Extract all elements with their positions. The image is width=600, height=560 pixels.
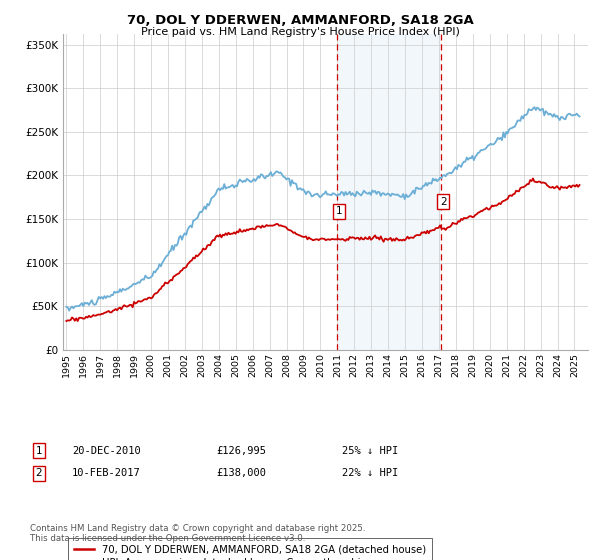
Text: 25% ↓ HPI: 25% ↓ HPI	[342, 446, 398, 456]
Text: 1: 1	[35, 446, 43, 456]
Text: 2: 2	[35, 468, 43, 478]
Text: 2: 2	[440, 197, 446, 207]
Text: 1: 1	[336, 206, 343, 216]
Text: 22% ↓ HPI: 22% ↓ HPI	[342, 468, 398, 478]
Bar	[337, 34, 441, 350]
Text: 10-FEB-2017: 10-FEB-2017	[72, 468, 141, 478]
Text: £126,995: £126,995	[216, 446, 266, 456]
Text: Contains HM Land Registry data © Crown copyright and database right 2025.
This d: Contains HM Land Registry data © Crown c…	[30, 524, 365, 543]
Text: Price paid vs. HM Land Registry's House Price Index (HPI): Price paid vs. HM Land Registry's House …	[140, 27, 460, 37]
Text: £138,000: £138,000	[216, 468, 266, 478]
Text: 70, DOL Y DDERWEN, AMMANFORD, SA18 2GA: 70, DOL Y DDERWEN, AMMANFORD, SA18 2GA	[127, 14, 473, 27]
Legend: 70, DOL Y DDERWEN, AMMANFORD, SA18 2GA (detached house), HPI: Average price, det: 70, DOL Y DDERWEN, AMMANFORD, SA18 2GA (…	[68, 538, 432, 560]
Text: 20-DEC-2010: 20-DEC-2010	[72, 446, 141, 456]
